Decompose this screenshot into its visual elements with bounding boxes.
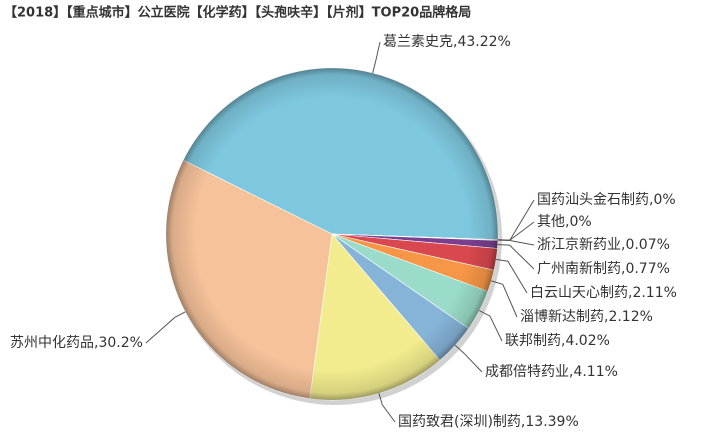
leader-line (145, 311, 186, 344)
data-label: 国药致君(深圳)制药,13.39% (398, 414, 579, 430)
data-label: 其他,0% (537, 214, 592, 230)
leader-line (497, 243, 535, 270)
leader-line (479, 310, 503, 342)
leader-line (491, 280, 518, 318)
leader-line (378, 393, 396, 423)
pie (165, 67, 502, 405)
chart-title: 【2018】【重点城市】公立医院【化学药】【头孢呋辛】【片剂】TOP20品牌格局 (4, 5, 471, 21)
data-label: 苏州中化药品,30.2% (10, 335, 143, 351)
labels: 葛兰素史克,43.22% 国药汕头金石制药,0% 其他,0% 浙江京新药业,0.07%… (10, 34, 677, 430)
data-label: 国药汕头金石制药,0% (537, 192, 676, 208)
data-label: 葛兰素史克,43.22% (383, 34, 511, 50)
data-label: 白云山天心制药,2.11% (530, 285, 677, 301)
leader-line (497, 239, 535, 246)
leader-line (454, 344, 483, 373)
leader-line (497, 199, 535, 241)
data-label: 联邦制药,4.02% (505, 333, 610, 349)
data-label: 广州南新制药,0.77% (537, 261, 670, 277)
leader-line (497, 221, 535, 241)
data-label: 淄博新达制药,2.12% (520, 308, 653, 325)
leader-line (372, 41, 381, 74)
leader-line (495, 258, 528, 294)
data-label: 成都倍特药业,4.11% (485, 364, 618, 380)
data-label: 浙江京新药业,0.07% (537, 237, 670, 253)
